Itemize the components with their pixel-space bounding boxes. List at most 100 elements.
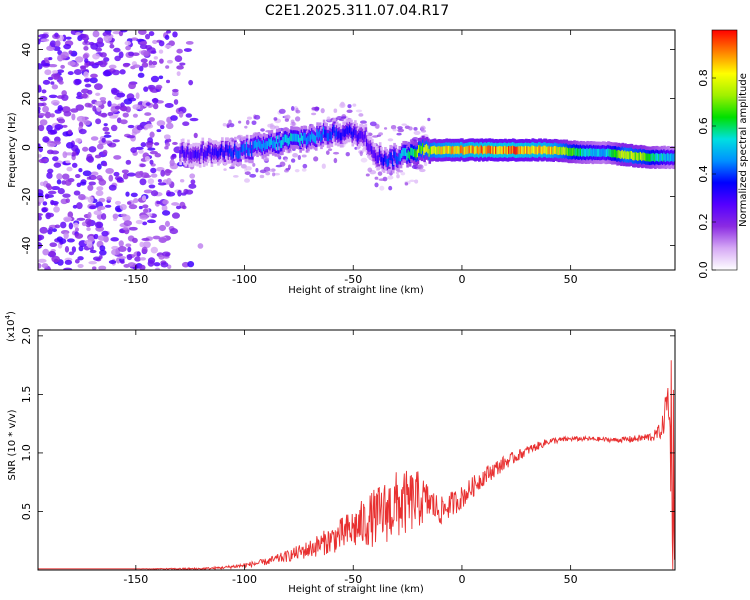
- ridge-cell: [424, 144, 428, 153]
- ridge-cell: [325, 129, 329, 138]
- noise-blob: [49, 250, 56, 257]
- noise-blob: [145, 102, 151, 106]
- ridge-cell: [202, 152, 206, 160]
- ridge-cell: [402, 148, 405, 156]
- noise-blob: [64, 217, 70, 223]
- noise-blob: [97, 113, 107, 117]
- noise-blob: [58, 80, 64, 85]
- scatter-blob: [292, 152, 299, 158]
- noise-blob: [139, 178, 147, 186]
- noise-blob: [154, 267, 161, 270]
- ridge-cell: [581, 149, 584, 157]
- ridge-cell: [524, 145, 528, 154]
- noise-blob: [150, 75, 160, 83]
- noise-blob: [75, 104, 85, 111]
- noise-blob: [145, 123, 154, 129]
- noise-blob: [182, 121, 190, 127]
- ridge-cell: [312, 133, 315, 142]
- ridge-cell: [271, 140, 275, 149]
- ridge-cell: [419, 144, 422, 153]
- snr-scale-exponent: 4: [4, 314, 12, 319]
- ridge-cell: [288, 136, 292, 145]
- noise-blob: [47, 190, 57, 195]
- noise-blob: [118, 256, 127, 260]
- noise-blob: [158, 49, 164, 54]
- noise-blob: [39, 95, 48, 102]
- noise-blob: [51, 185, 60, 191]
- ridge-cell: [404, 148, 408, 157]
- ridge-cell: [438, 146, 442, 155]
- noise-blob: [128, 226, 138, 231]
- noise-blob: [172, 31, 178, 38]
- noise-blob: [112, 69, 120, 76]
- ridge-cell: [244, 147, 248, 156]
- scatter-blob: [367, 167, 373, 173]
- noise-blob: [92, 53, 100, 60]
- snr-frame: [37, 329, 676, 571]
- ridge-cell: [300, 132, 304, 141]
- ridge-cell: [209, 146, 212, 154]
- noise-blob: [48, 64, 58, 68]
- noise-blob: [158, 75, 164, 80]
- ridge-cell: [493, 146, 497, 155]
- noise-blob: [97, 235, 107, 241]
- noise-blob: [147, 213, 153, 217]
- noise-blob: [99, 96, 107, 101]
- scatter-blob: [311, 106, 319, 111]
- scatter-blob: [392, 128, 397, 132]
- noise-blob: [119, 119, 128, 125]
- ridge-cell: [621, 149, 625, 158]
- ridge-cell: [261, 143, 265, 152]
- noise-blob: [174, 55, 183, 63]
- noise-blob: [179, 179, 185, 183]
- noise-blob: [46, 172, 53, 179]
- noise-blob: [139, 163, 146, 168]
- ridge-cell: [391, 158, 395, 167]
- noise-blob: [159, 58, 164, 64]
- noise-blob: [97, 37, 104, 45]
- noise-blob: [38, 213, 43, 217]
- noise-blob: [134, 256, 142, 262]
- noise-blob: [156, 200, 161, 205]
- ridge-cell: [414, 148, 417, 157]
- noise-blob: [49, 40, 57, 48]
- noise-blob: [63, 43, 72, 50]
- scatter-blob: [262, 156, 270, 162]
- noise-blob: [112, 213, 119, 219]
- scatter-blob: [388, 185, 393, 191]
- y-tick-label: 40: [20, 43, 33, 57]
- ridge-cell: [618, 150, 622, 159]
- ridge-cell: [665, 153, 669, 162]
- noise-blob: [57, 54, 64, 62]
- noise-blob: [57, 107, 64, 112]
- snr-line: [38, 360, 675, 570]
- noise-blob: [98, 265, 107, 270]
- noise-blob: [135, 92, 140, 100]
- noise-blob: [68, 50, 73, 55]
- noise-blob: [158, 237, 167, 243]
- ridge-cell: [478, 146, 481, 155]
- ridge-cell: [318, 129, 322, 138]
- noise-blob: [41, 60, 46, 67]
- ridge-cell: [588, 148, 592, 157]
- ridge-cell: [474, 146, 477, 155]
- scatter-blob: [297, 154, 302, 161]
- noise-blob: [126, 135, 136, 139]
- noise-blob: [117, 245, 127, 253]
- ridge-cell: [604, 149, 608, 158]
- noise-blob: [38, 146, 44, 153]
- noise-blob: [38, 110, 41, 114]
- colorbar: 0.0 0.2 0.4 0.6 0.8 Normalized spectral ampl…: [697, 29, 749, 279]
- noise-blob: [56, 179, 62, 185]
- ridge-cell: [518, 146, 522, 155]
- ridge-cell: [406, 152, 409, 161]
- scatter-blob: [367, 132, 373, 137]
- ridge-cell: [598, 148, 601, 157]
- noise-blob: [45, 183, 51, 189]
- ridge-cell: [348, 125, 352, 134]
- noise-blob: [150, 246, 158, 254]
- noise-blob: [142, 241, 151, 249]
- ridge-cell: [553, 146, 557, 154]
- noise-blob: [133, 198, 139, 204]
- noise-blob: [47, 228, 53, 235]
